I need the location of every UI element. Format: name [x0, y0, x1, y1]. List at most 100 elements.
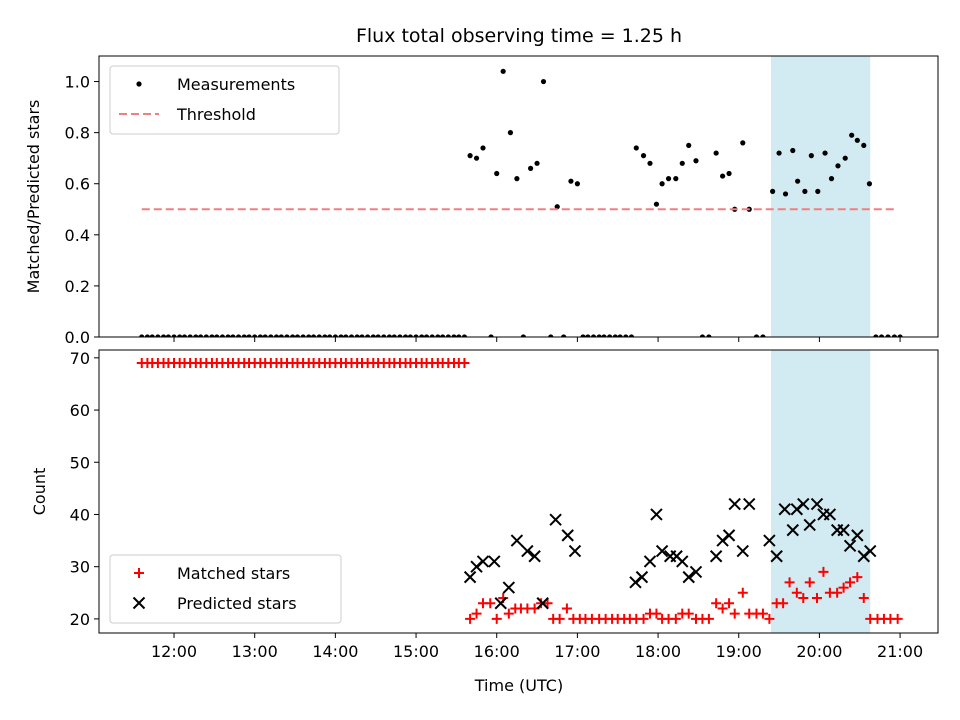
data-point [778, 503, 791, 516]
data-point [300, 334, 306, 337]
data-point [139, 334, 145, 337]
data-point [861, 142, 867, 149]
data-point [467, 153, 473, 159]
data-point [354, 334, 360, 337]
data-point [640, 153, 647, 159]
data-point [659, 181, 665, 187]
data-point [149, 334, 155, 337]
data-point [488, 555, 501, 568]
data-point [294, 334, 301, 337]
data-point [784, 577, 795, 588]
data-point [407, 334, 413, 337]
y-axis-label: Matched/Predicted stars [24, 100, 43, 294]
data-point [241, 334, 247, 337]
data-point [359, 334, 365, 337]
data-point [885, 334, 891, 337]
x-tick-label: 15:00 [393, 642, 439, 661]
x-tick-label: 18:00 [635, 642, 681, 661]
data-point [476, 555, 490, 568]
legend-entry: Measurements [177, 75, 295, 94]
data-point [187, 334, 193, 337]
data-point [574, 181, 580, 187]
data-point [764, 613, 775, 624]
data-point [343, 334, 349, 337]
panel-measurements: 0.0 0.2 0.4 0.6 0.8 1.0 Matched/Predicted star… [24, 55, 939, 347]
data-point [897, 334, 903, 337]
series-predicted-stars [463, 497, 877, 610]
data-point [451, 334, 457, 337]
data-point [348, 334, 355, 337]
data-point [763, 534, 776, 547]
data-point [507, 130, 514, 136]
data-point [590, 334, 597, 337]
data-point [580, 334, 586, 337]
data-point [596, 334, 602, 337]
data-point [230, 334, 236, 337]
data-point [198, 334, 204, 337]
data-point [845, 577, 856, 588]
data-point [854, 137, 860, 143]
data-point [823, 508, 837, 521]
data-point [851, 529, 864, 542]
y-tick-label: 0.6 [65, 175, 90, 194]
data-point [699, 334, 706, 337]
data-point [633, 145, 639, 151]
legend-entry: Matched stars [177, 564, 290, 583]
y-tick-label: 30 [70, 558, 90, 577]
data-point [290, 334, 296, 337]
series-measurements [139, 68, 903, 337]
data-point [561, 603, 572, 614]
data-point [729, 608, 740, 619]
data-point [770, 188, 776, 194]
data-point [429, 334, 435, 337]
data-point [171, 334, 177, 337]
data-point [528, 165, 534, 171]
data-point [736, 544, 749, 558]
data-point [456, 334, 462, 337]
y-tick-label: 1.0 [65, 73, 90, 92]
data-point [548, 334, 554, 337]
data-point [815, 188, 821, 194]
data-point [435, 334, 441, 337]
data-point [381, 334, 387, 337]
y-tick-label: 40 [70, 505, 90, 524]
data-point [683, 608, 694, 619]
data-point [670, 613, 681, 624]
data-point [540, 78, 547, 85]
data-point [737, 587, 748, 598]
data-point [510, 534, 524, 547]
data-point [554, 204, 560, 210]
data-point [803, 518, 816, 532]
data-point [686, 142, 692, 149]
data-point [257, 334, 263, 337]
data-point [647, 160, 653, 166]
data-point [534, 160, 540, 166]
data-point [798, 593, 809, 604]
data-point [365, 334, 371, 337]
data-point [473, 155, 480, 161]
data-point [500, 68, 506, 74]
data-point [628, 334, 635, 337]
data-point [891, 334, 898, 337]
y-axis-label: Count [30, 468, 49, 516]
data-point [726, 170, 732, 177]
data-point [790, 147, 796, 154]
y-tick-label: 0.4 [65, 226, 90, 245]
data-point [679, 160, 685, 166]
data-point [843, 539, 857, 553]
data-point [653, 201, 660, 207]
legend: Matched stars Predicted stars [109, 554, 342, 624]
data-point [837, 523, 850, 537]
data-point [811, 593, 822, 604]
data-point [214, 334, 220, 337]
data-point [471, 608, 482, 619]
data-point [722, 529, 736, 542]
data-point [284, 334, 290, 337]
data-point [638, 613, 649, 624]
data-point [601, 334, 607, 337]
data-point [397, 334, 403, 337]
data-point [808, 153, 814, 159]
x-axis-label: Time (UTC) [474, 676, 563, 695]
data-point [235, 334, 242, 337]
